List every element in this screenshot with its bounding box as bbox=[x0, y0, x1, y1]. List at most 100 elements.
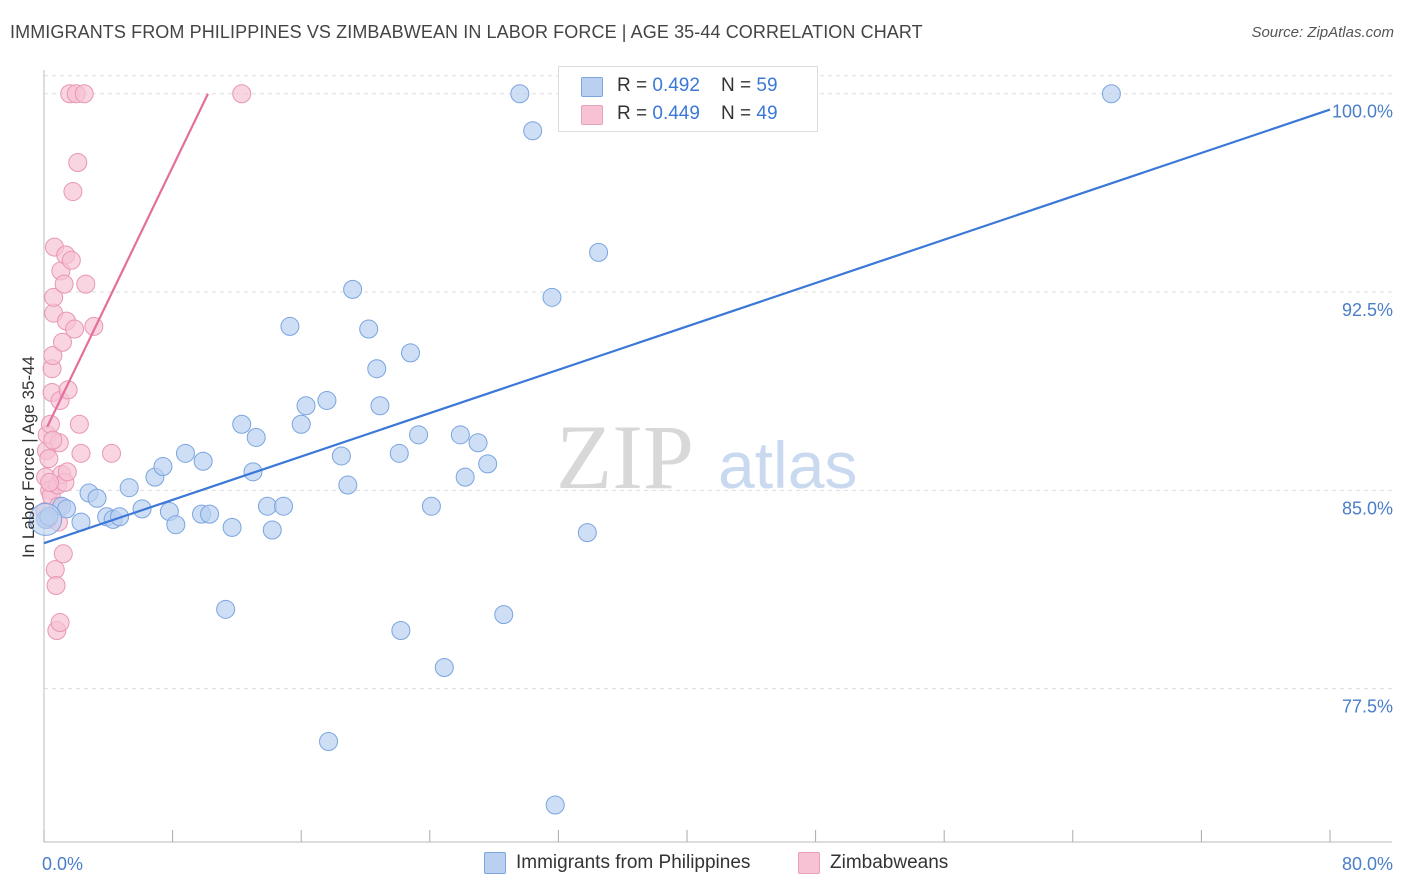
data-point bbox=[222, 517, 242, 537]
data-point bbox=[50, 613, 70, 633]
legend-r-value: 0.449 bbox=[652, 103, 700, 124]
data-point bbox=[338, 475, 358, 495]
data-point bbox=[43, 345, 63, 365]
data-point bbox=[69, 414, 89, 434]
data-point bbox=[132, 499, 152, 519]
chart-title: IMMIGRANTS FROM PHILIPPINES VS ZIMBABWEA… bbox=[10, 22, 923, 42]
data-point bbox=[542, 287, 562, 307]
data-point bbox=[450, 425, 470, 445]
legend-swatch-blue bbox=[581, 77, 603, 97]
data-point bbox=[421, 496, 441, 516]
legend-n-value: 59 bbox=[756, 75, 778, 96]
data-point bbox=[319, 732, 339, 752]
data-point bbox=[389, 443, 409, 463]
data-point bbox=[409, 425, 429, 445]
data-point bbox=[52, 332, 72, 352]
data-point bbox=[545, 795, 565, 815]
data-point-large bbox=[29, 502, 63, 536]
data-point bbox=[274, 496, 294, 516]
y-tick-label: 92.5% bbox=[1342, 300, 1393, 320]
data-point bbox=[76, 274, 96, 294]
data-point bbox=[74, 84, 94, 104]
y-tick-label: 100.0% bbox=[1332, 102, 1393, 122]
data-point bbox=[434, 657, 454, 677]
data-point bbox=[468, 433, 488, 453]
y-tick-label: 85.0% bbox=[1342, 498, 1393, 518]
watermark-atlas: atlas bbox=[718, 428, 857, 502]
bottom-legend-swatch-philippines bbox=[484, 852, 506, 874]
data-point bbox=[216, 599, 236, 619]
data-point bbox=[39, 449, 59, 469]
y-tick-labels: 77.5% 85.0% 92.5% 100.0% bbox=[1332, 102, 1393, 717]
data-point bbox=[61, 250, 81, 270]
trend-lines bbox=[43, 93, 1331, 545]
data-point bbox=[494, 605, 514, 625]
data-point bbox=[71, 443, 91, 463]
data-point bbox=[232, 84, 252, 104]
bottom-legend-zimbabwe: Zimbabweans bbox=[830, 852, 949, 873]
data-point bbox=[65, 319, 85, 339]
data-point bbox=[119, 478, 139, 498]
data-point bbox=[246, 427, 266, 447]
source-label: Source: ZipAtlas.com bbox=[1251, 24, 1394, 41]
data-point bbox=[166, 515, 186, 535]
data-point bbox=[478, 454, 498, 474]
data-point bbox=[87, 488, 107, 508]
data-point bbox=[232, 414, 252, 434]
watermark: ZIP atlas bbox=[556, 406, 857, 508]
data-point bbox=[370, 396, 390, 416]
data-point bbox=[63, 182, 83, 202]
bottom-legend-philippines: Immigrants from Philippines bbox=[516, 852, 751, 873]
data-point bbox=[54, 274, 74, 294]
data-point bbox=[367, 359, 387, 379]
trend-line-philippines bbox=[43, 108, 1331, 545]
legend-swatch-pink bbox=[581, 105, 603, 125]
data-point bbox=[44, 287, 64, 307]
data-point bbox=[589, 242, 609, 262]
data-point bbox=[317, 390, 337, 410]
data-point bbox=[257, 496, 277, 516]
data-point bbox=[331, 446, 351, 466]
data-point bbox=[577, 523, 597, 543]
data-point bbox=[102, 443, 122, 463]
data-point bbox=[359, 319, 379, 339]
legend-r-label: R = bbox=[617, 103, 653, 124]
grid-lines bbox=[44, 75, 1392, 690]
trend-line-zimbabwe bbox=[46, 93, 209, 428]
y-axis-title: In Labor Force | Age 35-44 bbox=[19, 356, 38, 558]
data-point bbox=[280, 316, 300, 336]
data-point bbox=[153, 457, 173, 477]
legend-r-label: R = bbox=[617, 75, 653, 96]
data-point bbox=[200, 504, 220, 524]
legend-n-label: N = bbox=[721, 103, 757, 124]
data-point bbox=[57, 462, 77, 482]
data-point bbox=[510, 84, 530, 104]
watermark-zip: ZIP bbox=[556, 406, 694, 508]
data-point bbox=[68, 152, 88, 172]
data-point bbox=[193, 451, 213, 471]
data-point bbox=[343, 279, 363, 299]
data-point bbox=[391, 620, 411, 640]
x-tick-label-min: 0.0% bbox=[42, 854, 83, 874]
data-point bbox=[45, 560, 65, 580]
data-point bbox=[40, 472, 60, 492]
legend: R = 0.492 N = 59 R = 0.449 N = 49 bbox=[558, 66, 818, 132]
data-point bbox=[46, 576, 66, 596]
x-tick-label-max: 80.0% bbox=[1342, 854, 1393, 874]
legend-n-label: N = bbox=[721, 75, 757, 96]
data-point bbox=[53, 544, 73, 564]
data-point bbox=[523, 121, 543, 141]
data-point bbox=[455, 467, 475, 487]
data-point bbox=[401, 343, 421, 363]
x-tick-labels: 0.0% 80.0% bbox=[42, 854, 1393, 874]
legend-r-value: 0.492 bbox=[652, 75, 700, 96]
legend-n-value: 49 bbox=[756, 103, 778, 124]
zimbabwe-points bbox=[35, 84, 252, 640]
data-point bbox=[291, 414, 311, 434]
y-tick-label: 77.5% bbox=[1342, 697, 1393, 717]
data-point bbox=[1101, 84, 1121, 104]
bottom-legend-swatch-zimbabwe bbox=[798, 852, 820, 874]
data-point bbox=[296, 396, 316, 416]
data-point bbox=[175, 443, 195, 463]
